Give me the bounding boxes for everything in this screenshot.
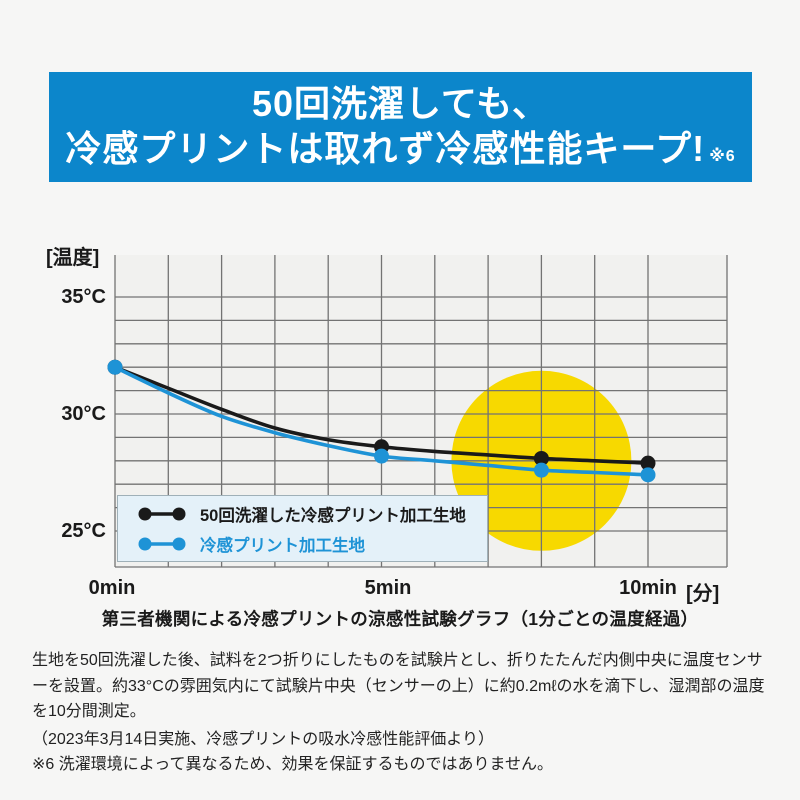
headline-line2-text: 冷感プリントは取れず冷感性能キープ!	[65, 128, 706, 169]
description-paragraph: 生地を50回洗濯した後、試料を2つ折りにしたものを試験片とし、折りたたんだ内側中…	[32, 652, 765, 720]
y-tick-25: 25°C	[61, 520, 106, 542]
y-axis-title: [温度]	[46, 247, 100, 269]
footnote-text: ※6 洗濯環境によって異なるため、効果を保証するものではありません。	[32, 756, 553, 773]
y-tick-35: 35°C	[61, 286, 106, 308]
black-line-marker-icon	[138, 507, 186, 520]
blue-line-marker-icon	[138, 537, 186, 550]
headline-line1: 50回洗濯しても、	[251, 83, 550, 124]
x-axis-unit-label: [分]	[686, 583, 720, 605]
x-tick-5min: 5min	[364, 577, 412, 599]
y-tick-30: 30°C	[61, 403, 106, 425]
x-tick-0min: 0min	[88, 577, 136, 599]
test-method-description: 生地を50回洗濯した後、試料を2つ折りにしたものを試験片とし、折りたたんだ内側中…	[32, 648, 768, 778]
headline-line2: 冷感プリントは取れず冷感性能キープ! ※6	[49, 126, 752, 180]
x-tick-10min: 10min	[619, 577, 677, 599]
chart-caption: 第三者機関による冷感プリントの涼感性試験グラフ（1分ごとの温度経過）	[101, 609, 699, 629]
legend-label-washed: 50回洗濯した冷感プリント加工生地	[200, 506, 466, 525]
chart-legend: 50回洗濯した冷感プリント加工生地 冷感プリント加工生地	[117, 495, 488, 562]
legend-label-unwashed: 冷感プリント加工生地	[200, 536, 365, 555]
source-note: （2023年3月14日実施、冷感プリントの吸水冷感性能評価より）	[32, 730, 494, 748]
legend-row-washed: 50回洗濯した冷感プリント加工生地	[138, 502, 487, 526]
footnote-ref: ※6	[709, 148, 736, 165]
legend-row-unwashed: 冷感プリント加工生地	[138, 532, 487, 556]
headline-banner: 50回洗濯しても、 冷感プリントは取れず冷感性能キープ! ※6	[49, 72, 752, 182]
